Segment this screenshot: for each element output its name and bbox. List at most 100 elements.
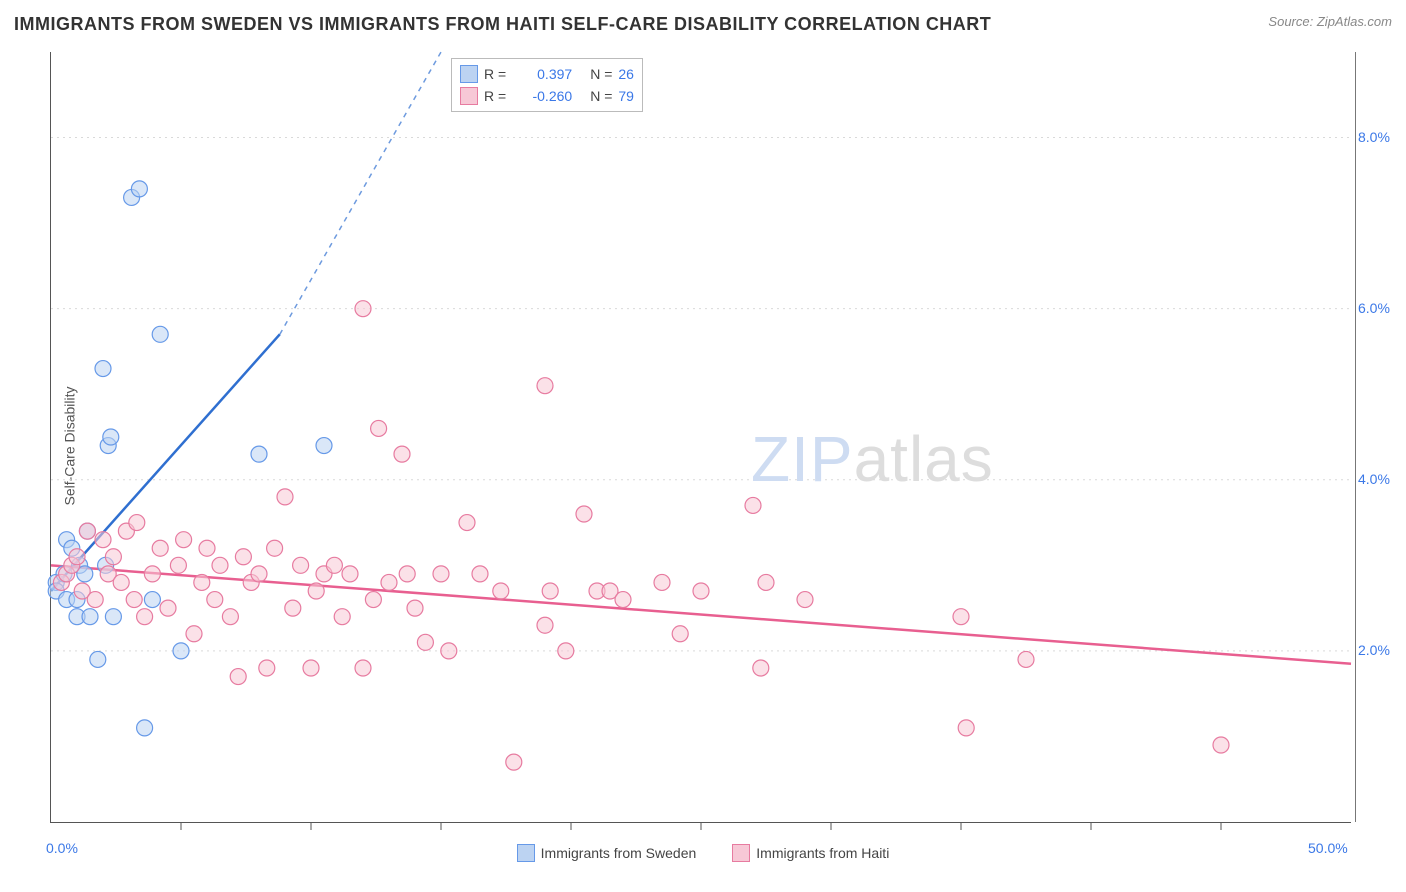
data-point [381,574,397,590]
data-point [753,660,769,676]
data-point [160,600,176,616]
data-point [82,609,98,625]
legend-item: Immigrants from Sweden [517,844,697,862]
data-point [173,643,189,659]
data-point [259,660,275,676]
chart-container: IMMIGRANTS FROM SWEDEN VS IMMIGRANTS FRO… [0,0,1406,892]
data-point [334,609,350,625]
data-point [126,592,142,608]
data-point [212,557,228,573]
source-label: Source: [1268,14,1313,29]
r-value: -0.260 [512,85,572,107]
data-point [303,660,319,676]
data-point [170,557,186,573]
source-credit: Source: ZipAtlas.com [1268,14,1392,29]
data-point [144,566,160,582]
data-point [186,626,202,642]
trend-line-extension [280,52,441,334]
data-point [672,626,688,642]
chart-svg [51,52,1351,822]
correlation-row: R = -0.260 N = 79 [460,85,634,107]
data-point [251,446,267,462]
data-point [90,651,106,667]
correlation-legend: R = 0.397 N = 26 R = -0.260 N = 79 [451,58,643,112]
r-label: R = [484,63,506,85]
legend-swatch [517,844,535,862]
title-bar: IMMIGRANTS FROM SWEDEN VS IMMIGRANTS FRO… [14,14,1392,35]
chart-title: IMMIGRANTS FROM SWEDEN VS IMMIGRANTS FRO… [14,14,991,35]
data-point [958,720,974,736]
data-point [1213,737,1229,753]
n-value: 26 [618,63,634,85]
y-tick-label: 8.0% [1358,129,1406,145]
data-point [316,438,332,454]
data-point [103,429,119,445]
data-point [87,592,103,608]
data-point [222,609,238,625]
data-point [355,660,371,676]
data-point [235,549,251,565]
correlation-row: R = 0.397 N = 26 [460,63,634,85]
data-point [207,592,223,608]
right-axis-line [1355,52,1356,822]
data-point [69,549,85,565]
data-point [105,549,121,565]
data-point [407,600,423,616]
legend-swatch [460,65,478,83]
data-point [537,378,553,394]
data-point [615,592,631,608]
data-point [506,754,522,770]
data-point [152,540,168,556]
data-point [417,634,433,650]
legend-label: Immigrants from Haiti [756,845,889,861]
data-point [542,583,558,599]
data-point [113,574,129,590]
data-point [131,181,147,197]
n-label: N = [590,63,612,85]
data-point [342,566,358,582]
data-point [326,557,342,573]
data-point [105,609,121,625]
data-point [576,506,592,522]
data-point [953,609,969,625]
data-point [537,617,553,633]
data-point [144,592,160,608]
data-point [230,669,246,685]
data-point [365,592,381,608]
data-point [199,540,215,556]
y-tick-label: 2.0% [1358,642,1406,658]
data-point [267,540,283,556]
legend-swatch [732,844,750,862]
data-point [371,420,387,436]
data-point [394,446,410,462]
data-point [441,643,457,659]
data-point [194,574,210,590]
source-value: ZipAtlas.com [1317,14,1392,29]
data-point [152,326,168,342]
data-point [251,566,267,582]
data-point [745,497,761,513]
data-point [433,566,449,582]
data-point [277,489,293,505]
y-tick-label: 6.0% [1358,300,1406,316]
r-value: 0.397 [512,63,572,85]
series-legend: Immigrants from Sweden Immigrants from Ha… [50,844,1356,862]
data-point [459,515,475,531]
data-point [95,361,111,377]
n-value: 79 [618,85,634,107]
r-label: R = [484,85,506,107]
data-point [137,720,153,736]
legend-label: Immigrants from Sweden [541,845,697,861]
legend-item: Immigrants from Haiti [732,844,889,862]
data-point [654,574,670,590]
data-point [693,583,709,599]
n-label: N = [590,85,612,107]
plot-area: ZIPatlas R =0.397N =26R =-0.260N =79 [50,52,1351,823]
data-point [493,583,509,599]
data-point [176,532,192,548]
data-point [558,643,574,659]
data-point [285,600,301,616]
data-point [137,609,153,625]
data-point [1018,651,1034,667]
data-point [758,574,774,590]
